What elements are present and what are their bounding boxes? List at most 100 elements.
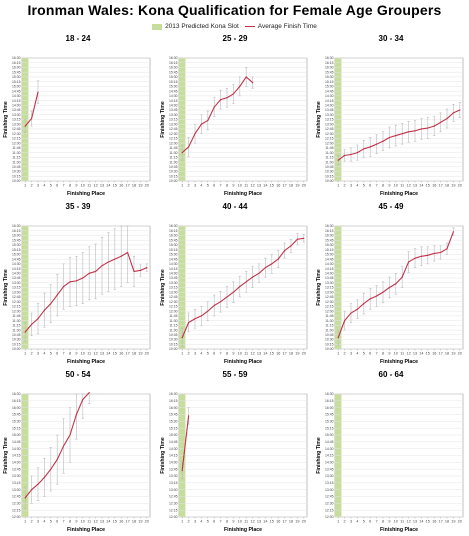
y-tick-label: 15:15 <box>169 248 178 252</box>
data-point <box>200 315 202 317</box>
y-tick-label: 16:00 <box>169 66 178 70</box>
y-tick-label: 15:45 <box>325 238 334 242</box>
y-tick-label: 15:30 <box>12 420 21 424</box>
y-tick-label: 11:45 <box>169 314 177 318</box>
y-tick-label: 13:45 <box>169 276 178 280</box>
x-tick-label: 9 <box>388 352 390 356</box>
data-point <box>213 106 215 108</box>
x-tick-label: 12 <box>406 352 410 356</box>
average-finish-line <box>181 415 190 471</box>
x-tick-label: 20 <box>458 184 462 188</box>
chart-panel: 35 - 39 10:00 10:15 10:30 10:45 11:00 11:15 11:… <box>0 202 156 368</box>
x-tick-label: 14 <box>419 520 423 524</box>
data-point <box>226 97 228 99</box>
x-tick-label: 9 <box>75 352 77 356</box>
x-tick-label: 7 <box>63 520 65 524</box>
x-tick-label: 8 <box>226 352 228 356</box>
y-tick-label: 15:30 <box>325 420 334 424</box>
y-tick-label: 14:45 <box>12 440 21 444</box>
data-point <box>388 286 390 289</box>
y-tick-label: 13:45 <box>12 108 21 112</box>
y-tick-label: 14:45 <box>169 440 178 444</box>
data-point <box>433 252 435 255</box>
chart-title: 18 - 24 <box>65 34 91 43</box>
data-point <box>290 245 292 247</box>
x-tick-label: 5 <box>50 520 52 524</box>
y-tick-label: 10:45 <box>12 333 21 337</box>
x-tick-label: 10 <box>394 184 398 188</box>
x-tick-label: 18 <box>289 520 293 524</box>
x-tick-label: 20 <box>145 184 149 188</box>
x-axis-label: Finishing Place <box>224 359 262 365</box>
data-point <box>452 231 454 233</box>
chart-panel: 40 - 44 10:00 10:15 10:30 10:45 11:00 11:15 11:… <box>157 202 313 368</box>
data-point <box>303 237 305 239</box>
x-tick-label: 12 <box>93 352 97 356</box>
y-tick-label: 15:30 <box>12 243 21 247</box>
x-tick-label: 11 <box>244 520 248 524</box>
y-tick-label: 14:30 <box>325 262 334 266</box>
y-tick-label: 13:00 <box>12 488 21 492</box>
x-tick-label: 18 <box>289 352 293 356</box>
x-tick-label: 1 <box>337 184 339 188</box>
y-tick-label: 10:00 <box>12 347 21 351</box>
y-tick-label: 16:00 <box>169 406 178 410</box>
y-tick-label: 12:00 <box>169 141 178 145</box>
x-tick-label: 16 <box>432 184 436 188</box>
x-tick-label: 14 <box>419 184 423 188</box>
x-tick-label: 4 <box>200 520 202 524</box>
x-tick-label: 2 <box>188 352 190 356</box>
x-tick-label: 15 <box>270 184 274 188</box>
x-tick-label: 13 <box>257 352 261 356</box>
x-tick-label: 3 <box>350 184 352 188</box>
x-tick-label: 6 <box>369 352 371 356</box>
y-tick-label: 12:00 <box>325 141 334 145</box>
x-tick-label: 16 <box>276 352 280 356</box>
data-point <box>363 148 365 150</box>
data-point <box>382 140 384 142</box>
y-axis-label: Finishing Time <box>160 101 166 138</box>
y-tick-label: 14:00 <box>12 104 21 108</box>
x-tick-label: 12 <box>250 184 254 188</box>
x-tick-label: 9 <box>232 184 234 188</box>
x-tick-label: 5 <box>363 352 365 356</box>
x-tick-label: 19 <box>295 184 299 188</box>
data-point <box>433 125 435 127</box>
data-point <box>63 445 65 447</box>
data-point <box>239 85 241 87</box>
data-point <box>31 489 33 491</box>
data-point <box>31 323 33 325</box>
y-tick-label: 10:30 <box>325 170 334 174</box>
legend-item-slot: 2013 Predicted Kona Slot <box>152 23 239 30</box>
y-tick-label: 16:15 <box>325 229 334 233</box>
y-tick-label: 15:45 <box>325 70 334 74</box>
x-tick-label: 2 <box>344 352 346 356</box>
legend-label-slot: 2013 Predicted Kona Slot <box>165 23 239 30</box>
y-tick-label: 11:30 <box>325 319 333 323</box>
y-tick-label: 13:00 <box>325 122 334 126</box>
y-tick-label: 15:00 <box>325 85 334 89</box>
x-tick-label: 7 <box>376 352 378 356</box>
data-point <box>63 285 65 288</box>
x-tick-label: 6 <box>369 184 371 188</box>
data-point <box>200 123 202 125</box>
y-tick-label: 14:00 <box>12 272 21 276</box>
y-tick-label: 15:30 <box>169 75 178 79</box>
y-tick-label: 13:15 <box>12 118 21 122</box>
x-tick-label: 6 <box>213 520 215 524</box>
data-point <box>369 298 371 300</box>
data-point <box>194 133 196 135</box>
y-tick-label: 13:30 <box>169 281 178 285</box>
x-tick-label: 5 <box>50 352 52 356</box>
x-tick-label: 13 <box>413 352 417 356</box>
x-tick-label: 4 <box>200 352 202 356</box>
chart-title: 60 - 64 <box>378 370 404 379</box>
x-tick-label: 4 <box>43 184 45 188</box>
x-tick-label: 12 <box>93 184 97 188</box>
chart-panel: 45 - 49 10:00 10:15 10:30 10:45 11:00 11:15 11:… <box>313 202 469 368</box>
x-tick-label: 11 <box>87 520 91 524</box>
x-tick-label: 12 <box>250 520 254 524</box>
y-tick-label: 15:15 <box>169 426 178 430</box>
x-tick-label: 2 <box>31 520 33 524</box>
y-tick-label: 12:00 <box>169 515 178 519</box>
